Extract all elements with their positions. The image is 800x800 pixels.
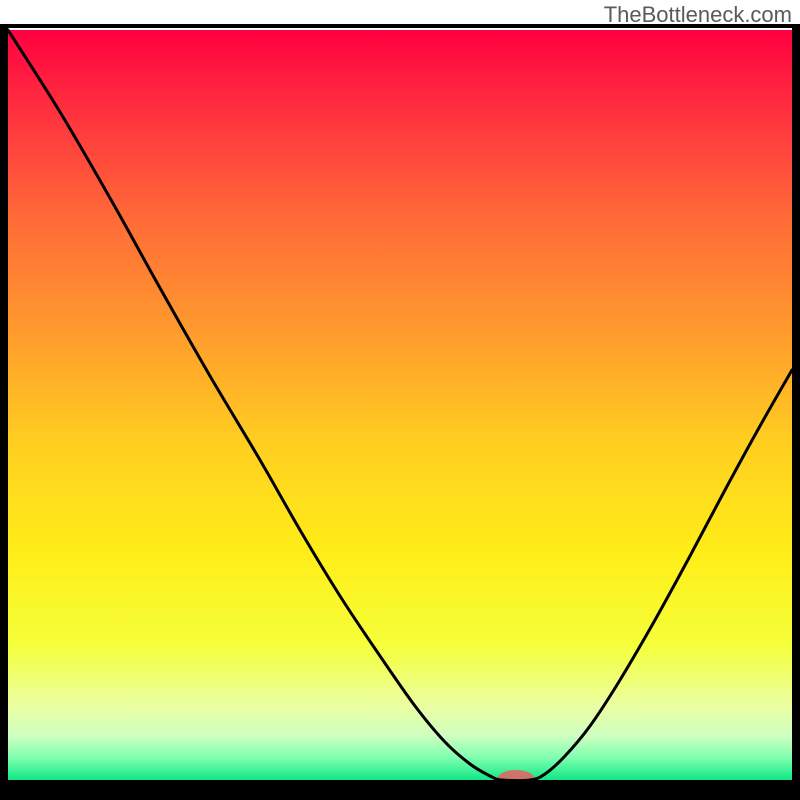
gradient-background [8,30,792,780]
border-right [792,24,800,800]
border-left [0,24,8,800]
bottleneck-chart [0,0,800,800]
border-bottom [0,780,800,800]
watermark-text: TheBottleneck.com [604,2,792,28]
chart-container: TheBottleneck.com [0,0,800,800]
